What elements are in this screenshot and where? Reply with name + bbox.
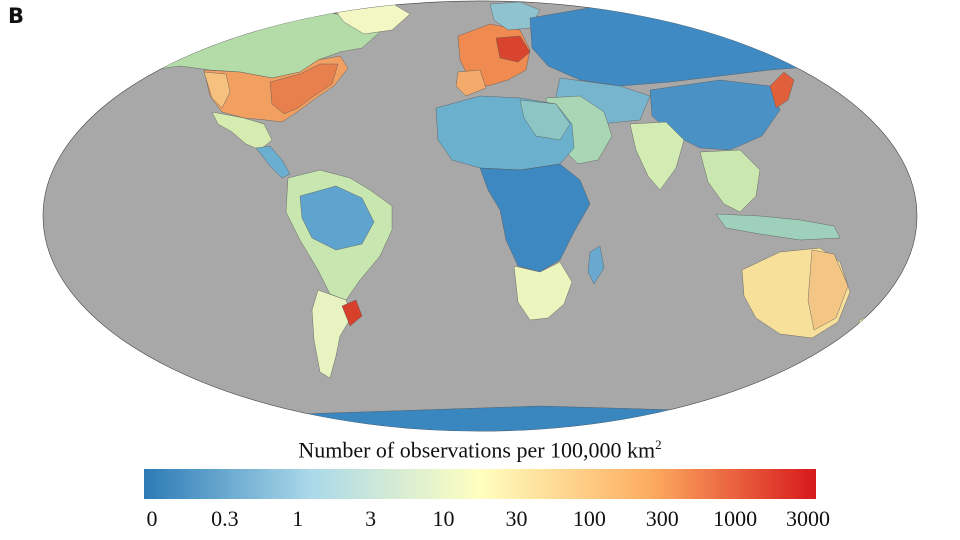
land-madagascar bbox=[587, 245, 605, 285]
legend-tick-label: 1 bbox=[292, 506, 304, 531]
land-sahara-east bbox=[519, 99, 571, 141]
legend-tick-label: 1000 bbox=[713, 506, 758, 531]
land-southeast-brazil bbox=[341, 299, 363, 327]
land-usa-east bbox=[269, 63, 339, 115]
land-scandinavia bbox=[489, 1, 541, 31]
land-indonesia bbox=[715, 213, 841, 241]
legend-tick-label: 3 bbox=[365, 506, 377, 531]
legend-title-text: Number of observations per 100,000 km bbox=[298, 437, 656, 463]
land-russia bbox=[529, 3, 881, 87]
land-iberia bbox=[455, 69, 487, 97]
land-central-europe bbox=[495, 35, 531, 63]
legend-tick-label: 30 bbox=[505, 506, 528, 531]
legend-title-superscript: 2 bbox=[655, 437, 662, 452]
legend-tick-label: 3000 bbox=[786, 506, 830, 531]
legend-tick-label: 100 bbox=[572, 506, 606, 531]
land-japan bbox=[769, 71, 795, 109]
colorbar-gradient bbox=[144, 469, 816, 499]
legend-tick-label: 300 bbox=[645, 506, 679, 531]
land-india bbox=[629, 121, 685, 191]
land-central-america bbox=[255, 145, 291, 179]
legend-title: Number of observations per 100,000 km2 bbox=[0, 437, 960, 463]
land-southern-africa bbox=[513, 261, 573, 321]
land-central-africa bbox=[479, 163, 591, 273]
legend-tick-label: 10 bbox=[432, 506, 455, 531]
legend-colorbar bbox=[144, 469, 816, 499]
land-amazon bbox=[299, 185, 375, 251]
land-usa-west bbox=[203, 71, 231, 109]
panel-label: B bbox=[8, 4, 25, 28]
legend-tick-label: 0.3 bbox=[211, 506, 239, 531]
land-southeast-asia bbox=[699, 149, 761, 213]
legend-tick-label: 0 bbox=[146, 506, 158, 531]
land-australia-east bbox=[807, 249, 849, 331]
